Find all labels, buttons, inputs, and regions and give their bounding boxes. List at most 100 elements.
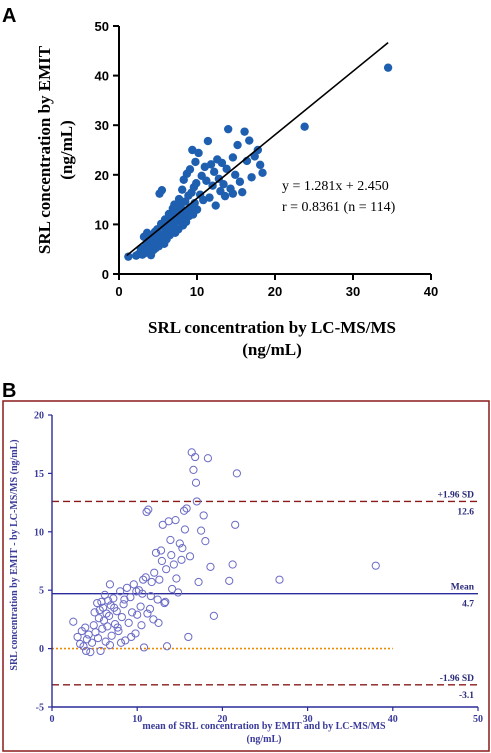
chart-a-point (203, 136, 213, 146)
chart-b-point (197, 526, 206, 535)
chart-b-point (93, 598, 102, 608)
chart-b-point (124, 618, 133, 628)
chart-b-point (180, 525, 190, 534)
chart-b-point (103, 622, 112, 631)
chart-b-point (191, 478, 201, 487)
chart-a-point (250, 152, 259, 161)
chart-a-point (154, 234, 163, 243)
chart-a-point (238, 187, 247, 197)
chart-a-points (124, 63, 393, 261)
chart-a-point (202, 176, 211, 185)
chart-a-point (177, 185, 187, 194)
chart-a-point (217, 158, 227, 168)
chart-b-point (166, 535, 175, 545)
chart-b-x-label-line2: (ng/mL) (247, 734, 282, 745)
chart-a-point (220, 191, 230, 201)
chart-b-y-tick-label: 10 (34, 527, 44, 538)
chart-b-point (136, 602, 145, 611)
chart-b-point (120, 595, 129, 604)
chart-b-point (371, 561, 380, 570)
chart-a-point (194, 148, 203, 158)
chart-a-point (224, 124, 233, 134)
chart-a-point (214, 174, 224, 183)
chart-b-point (189, 465, 198, 474)
chart-b-point (179, 506, 189, 515)
chart-b-point (139, 643, 149, 652)
chart-b-point (93, 633, 103, 643)
chart-b-x-tick-label: 10 (132, 714, 142, 725)
chart-b: +1.96 SD 12.6 Mean 4.7 -1.96 SD -3.1 0 10 20 30 4… (9, 411, 483, 746)
chart-a-y-tick-label: 10 (95, 217, 109, 232)
chart-b-point (209, 611, 218, 620)
chart-b-point (98, 624, 107, 633)
chart-b-x-tick-label: 20 (217, 714, 227, 725)
chart-b-point (275, 575, 284, 584)
chart-a-y-tick-label: 50 (95, 19, 109, 34)
chart-b-point (169, 560, 178, 569)
chart-b-point (143, 609, 152, 618)
chart-b-point (185, 552, 195, 561)
chart-a-point (228, 153, 238, 162)
chart-b-point (177, 555, 186, 564)
chart-a-point (235, 177, 245, 186)
chart-a-point (192, 179, 201, 188)
chart-b-y-label: SRL concentration by EMIT - by LC-MS/MS … (9, 439, 20, 670)
chart-b-point (127, 608, 137, 617)
chart-b-ref-label: -1.96 SD (440, 674, 474, 684)
chart-a-point (188, 145, 197, 155)
chart-b-point (96, 646, 105, 656)
panel-b-letter: B (2, 380, 16, 402)
chart-a-point (300, 122, 309, 131)
chart-a-point (258, 168, 267, 178)
chart-b-point (144, 505, 153, 514)
chart-a-point (228, 189, 238, 198)
chart-a-annotation-r: r = 0.8361 (n = 114) (282, 200, 396, 215)
chart-b-point (81, 623, 90, 632)
chart-b-point (73, 632, 82, 642)
chart-b-point (132, 587, 141, 596)
chart-a-x-label-line1: SRL concentration by LC-MS/MS (148, 318, 396, 337)
chart-b-point (231, 520, 240, 529)
chart-a-point (185, 165, 195, 174)
chart-b-point (145, 604, 155, 613)
chart-b-point (184, 632, 193, 642)
chart-b-point (86, 648, 95, 657)
chart-a-y-label-line2: (ng/mL) (57, 120, 76, 180)
chart-b-x-tick-label: 30 (303, 714, 313, 725)
chart-a-x-tick-label: 30 (346, 284, 360, 299)
chart-a-x-label-line2: (ng/mL) (242, 340, 302, 359)
chart-b-point (90, 608, 99, 617)
chart-b-point (116, 638, 126, 647)
chart-b-point (141, 573, 150, 582)
chart-b-point (194, 577, 203, 587)
chart-b-point (153, 595, 162, 604)
chart-b-point (110, 603, 119, 612)
chart-b-point (139, 575, 148, 584)
chart-b-point (201, 537, 210, 546)
chart-a-x-tick-label: 40 (424, 284, 438, 299)
chart-b-x-tick-label: 50 (473, 714, 483, 725)
chart-b-y-tick-label: -5 (36, 703, 44, 714)
chart-b-point (160, 598, 169, 608)
chart-b-point (116, 587, 125, 596)
chart-b-point (150, 568, 159, 577)
chart-a-point (163, 225, 172, 234)
chart-b-point (232, 469, 241, 478)
chart-a-point (231, 170, 240, 179)
chart-a-x-tick-label: 20 (268, 284, 282, 299)
chart-b-point (94, 614, 103, 623)
chart-a-point (191, 157, 200, 167)
chart-b-point (81, 646, 91, 656)
panel-a-letter: A (2, 5, 16, 27)
chart-a-y-tick-label: 0 (102, 267, 109, 282)
chart-a-point (222, 164, 231, 174)
chart-b-point (154, 618, 163, 628)
chart-b-point (206, 562, 215, 571)
chart-b-point (199, 511, 208, 520)
chart-b-x-tick-label: 40 (388, 714, 398, 725)
chart-b-point (157, 556, 167, 566)
chart-b-point (182, 504, 191, 513)
chart-b-point (172, 574, 181, 583)
chart-a-y-ticks: 0 10 20 30 40 50 (95, 19, 119, 282)
chart-b-point (168, 584, 177, 594)
